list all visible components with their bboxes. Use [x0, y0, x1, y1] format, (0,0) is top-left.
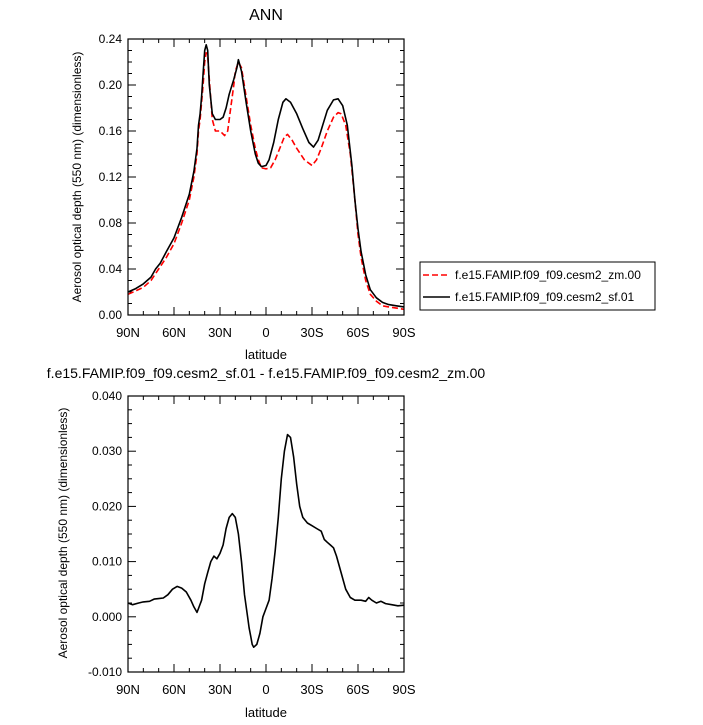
x-tick-label: 30N: [208, 682, 232, 697]
y-tick-label: 0.16: [99, 124, 123, 138]
x-tick-label: 30S: [300, 682, 323, 697]
x-tick-label: 30N: [208, 325, 232, 340]
chart-ann-title: ANN: [249, 7, 283, 24]
chart-ann-y-label-wrap: Aerosol optical depth (550 nm) (dimensio…: [70, 52, 84, 303]
y-tick-label: 0.04: [99, 262, 123, 276]
series-line-1: [127, 44, 405, 308]
x-tick-label: 60S: [346, 325, 369, 340]
y-tick-label: 0.00: [99, 308, 123, 322]
x-tick-label: 0: [262, 682, 269, 697]
x-tick-label: 90S: [392, 682, 415, 697]
x-tick-label: 90N: [116, 325, 140, 340]
x-tick-label: 60N: [162, 682, 186, 697]
y-tick-label: 0.020: [92, 499, 122, 513]
chart-diff-plot: 90N 60N 30N 0 30S 60S 90S -0.010 0.000 0.010 0.020…: [88, 389, 416, 697]
chart-ann-x-label: latitude: [245, 347, 287, 362]
legend-box: [419, 261, 656, 311]
legend-label-zm: f.e15.FAMIP.f09_f09.cesm2_zm.00: [455, 268, 641, 282]
chart-diff-y-label: Aerosol optical depth (550 nm) (dimensio…: [56, 408, 70, 659]
x-tick-label: 60N: [162, 325, 186, 340]
chart-ann-frame: [127, 38, 405, 316]
chart-diff-x-label: latitude: [245, 705, 287, 720]
series-line-0: [127, 52, 405, 311]
chart-ann-plot: 90N 60N 30N 0 30S 60S 90S 0.00 0.04 0.08 0.12 0.16 0…: [99, 32, 416, 340]
y-tick-label: 0.010: [92, 555, 122, 569]
y-tick-label: 0.040: [92, 389, 122, 403]
x-tick-label: 90S: [392, 325, 415, 340]
chart-diff: f.e15.FAMIP.f09_f09.cesm2_sf.01 - f.e15.…: [47, 365, 486, 720]
chart-ann: ANN Aerosol optical depth (550 nm) (dime…: [70, 7, 416, 362]
chart-diff-frame: [127, 395, 405, 673]
legend: f.e15.FAMIP.f09_f09.cesm2_zm.00 f.e15.FA…: [419, 261, 656, 311]
x-tick-label: 30S: [300, 325, 323, 340]
chart-ann-y-label: Aerosol optical depth (550 nm) (dimensio…: [70, 52, 84, 303]
y-tick-label: 0.24: [99, 32, 123, 46]
x-tick-label: 60S: [346, 682, 369, 697]
chart-diff-y-label-wrap: Aerosol optical depth (550 nm) (dimensio…: [56, 408, 70, 659]
y-tick-label: 0.20: [99, 78, 123, 92]
series-line-0: [127, 433, 405, 648]
y-tick-label: 0.12: [99, 170, 123, 184]
x-tick-label: 0: [262, 325, 269, 340]
chart-diff-title: f.e15.FAMIP.f09_f09.cesm2_sf.01 - f.e15.…: [47, 365, 486, 381]
y-tick-label: 0.000: [92, 610, 122, 624]
y-tick-label: 0.08: [99, 216, 123, 230]
legend-label-sf: f.e15.FAMIP.f09_f09.cesm2_sf.01: [455, 290, 635, 304]
y-tick-label: 0.030: [92, 444, 122, 458]
y-tick-label: -0.010: [88, 665, 122, 679]
x-tick-label: 90N: [116, 682, 140, 697]
